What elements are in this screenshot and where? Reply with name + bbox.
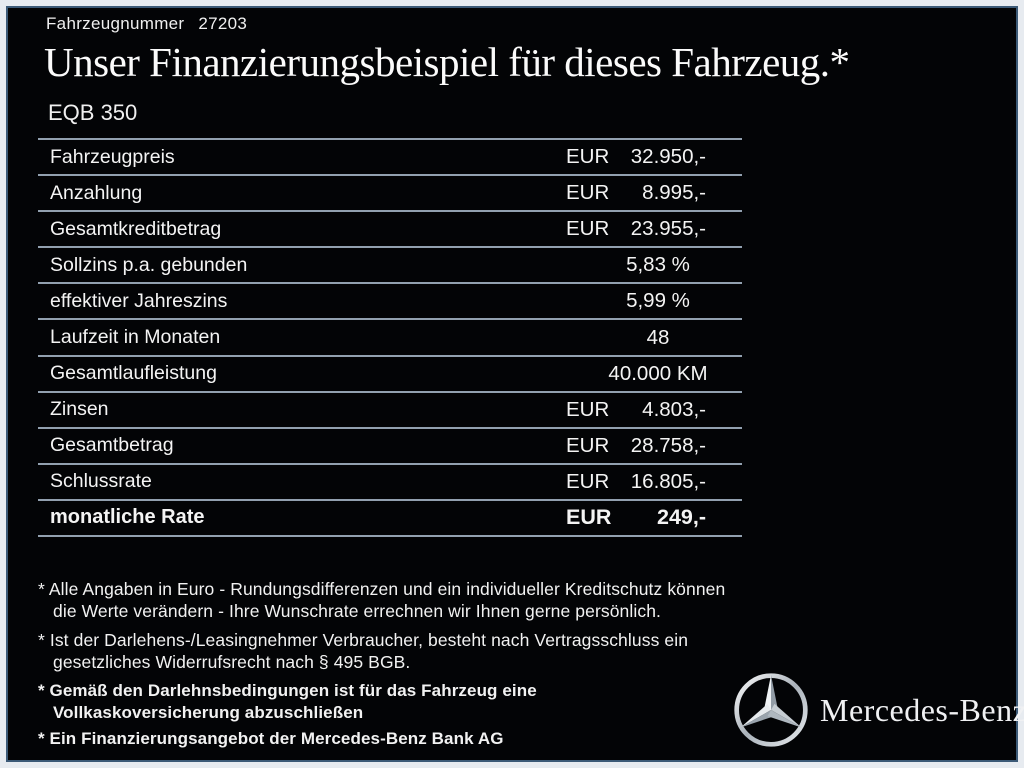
table-row-sollzins: Sollzins p.a. gebunden 5,83 %	[38, 248, 742, 285]
vehicle-number-value: 27203	[198, 14, 248, 33]
row-label: Zinsen	[50, 398, 109, 421]
table-row-anzahlung: Anzahlung EUR 8.995,-	[38, 176, 742, 213]
table-row-gesamtbetrag: Gesamtbetrag EUR 28.758,-	[38, 429, 742, 465]
vehicle-number-header: Fahrzeugnummer 27203	[46, 14, 247, 34]
vehicle-model: EQB 350	[48, 100, 138, 125]
brand-footer: Mercedes-Benz	[732, 668, 1024, 752]
footnote-widerrufsrecht: * Ist der Darlehens-/Leasingnehmer Verbr…	[38, 630, 689, 672]
vehicle-number-label: Fahrzeugnummer	[46, 14, 185, 33]
financing-sheet-page: Fahrzeugnummer 27203 Unser Finanzierungsb…	[6, 6, 1024, 762]
financing-table: Fahrzeugpreis EUR 32.950,- Anzahlung EUR 8…	[38, 138, 742, 538]
table-row-effektiver-jahreszins: effektiver Jahreszins 5,99 %	[38, 284, 742, 321]
table-row-laufzeit: Laufzeit in Monaten 48	[38, 320, 742, 357]
row-currency: EUR	[566, 469, 610, 493]
table-row-gesamtkreditbetrag: Gesamtkreditbetrag EUR 23.955,-	[38, 212, 742, 249]
footnote-rounding: * Alle Angaben in Euro - Rundungsdiffere…	[38, 579, 726, 621]
table-row-zinsen: Zinsen EUR 4.803,-	[38, 393, 742, 429]
row-currency: EUR	[566, 217, 610, 241]
row-value: 28.758,-	[630, 433, 706, 457]
footnotes-section: * Alle Angaben in Euro - Rundungsdiffere…	[38, 578, 754, 754]
row-label: Laufzeit in Monaten	[50, 326, 221, 349]
table-row-monatliche-rate: monatliche Rate EUR 249,-	[38, 501, 742, 538]
row-value: 249,-	[656, 505, 706, 530]
row-currency: EUR	[566, 181, 610, 205]
row-label: Sollzins p.a. gebunden	[50, 253, 248, 276]
row-value: 32.950,-	[630, 145, 706, 169]
row-value: 5,99 %	[626, 289, 690, 313]
row-value: 5,83 %	[626, 253, 690, 277]
table-row-schlussrate: Schlussrate EUR 16.805,-	[38, 465, 742, 501]
footnote-vollkasko: * Gemäß den Darlehnsbedingungen ist für …	[38, 681, 537, 722]
row-label: Schlussrate	[50, 470, 152, 493]
table-row-fahrzeugpreis: Fahrzeugpreis EUR 32.950,-	[38, 140, 742, 177]
row-label: Gesamtlaufleistung	[50, 362, 217, 385]
row-label: Gesamtbetrag	[50, 434, 174, 457]
row-value: 4.803,-	[642, 397, 706, 421]
row-currency: EUR	[566, 505, 612, 530]
row-value: 23.955,-	[630, 217, 706, 241]
brand-wordmark: Mercedes-Benz	[820, 691, 1024, 728]
row-label: monatliche Rate	[50, 506, 205, 529]
row-currency: EUR	[566, 397, 610, 421]
row-currency: EUR	[566, 145, 610, 169]
row-currency: EUR	[566, 433, 610, 457]
row-value: 48	[646, 325, 670, 349]
table-row-gesamtlaufleistung: Gesamtlaufleistung 40.000 KM	[38, 357, 742, 393]
row-label: Anzahlung	[50, 181, 143, 204]
row-label: Gesamtkreditbetrag	[50, 217, 222, 240]
row-value: 16.805,-	[630, 469, 706, 493]
row-value: 8.995,-	[642, 181, 706, 205]
row-label: Fahrzeugpreis	[50, 145, 175, 168]
footnote-bank: * Ein Finanzierungsangebot der Mercedes-…	[38, 729, 504, 748]
mercedes-star-icon	[734, 673, 808, 747]
row-label: effektiver Jahreszins	[50, 289, 228, 312]
page-title: Unser Finanzierungsbeispiel für dieses F…	[44, 39, 850, 85]
row-value: 40.000 KM	[608, 361, 708, 385]
